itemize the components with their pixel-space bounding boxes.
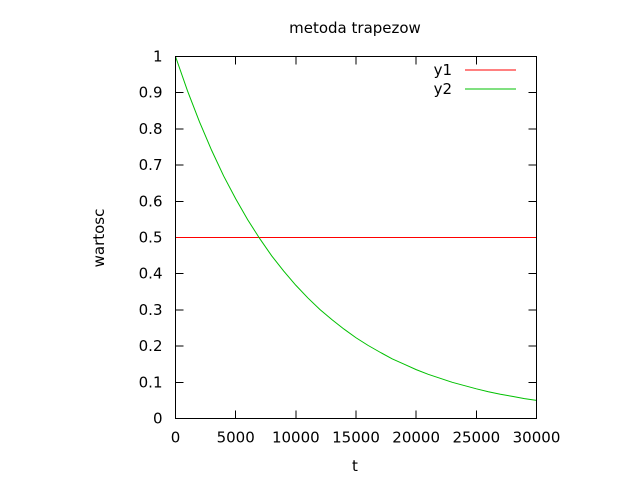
y-tick-label: 0.5: [139, 229, 163, 247]
y-tick-label: 0: [153, 410, 163, 428]
x-tick-label: 20000: [392, 429, 440, 447]
y-tick-label: 0.6: [139, 192, 163, 210]
y-tick-label: 0.7: [139, 156, 163, 174]
x-tick-label: 15000: [332, 429, 380, 447]
y-tick-label: 1: [153, 48, 163, 66]
legend-label-y1: y1: [434, 61, 452, 79]
x-tick-label: 0: [171, 429, 181, 447]
series-line-y2: [175, 56, 537, 401]
plot-border: [175, 56, 537, 419]
y-tick-label: 0.4: [139, 265, 163, 283]
x-tick-label: 10000: [272, 429, 320, 447]
series-layer: [175, 56, 537, 401]
y-tick-label: 0.1: [139, 373, 163, 391]
y-tick-label: 0.8: [139, 120, 163, 138]
chart-title: metoda trapezow: [289, 19, 421, 37]
x-axis-label: t: [352, 457, 358, 475]
legend-label-y2: y2: [434, 80, 452, 98]
y-tick-label: 0.3: [139, 301, 163, 319]
x-tick-label: 30000: [513, 429, 561, 447]
y-tick-label: 0.2: [139, 337, 163, 355]
y-tick-label: 0.9: [139, 84, 163, 102]
x-tick-label: 5000: [217, 429, 255, 447]
y-axis-label: wartosc: [90, 209, 108, 268]
x-tick-label: 25000: [452, 429, 500, 447]
axis-ticks: 0 5000 10000 15000 20000 25000 30000 0 0.1 0.2 0.3…: [139, 48, 561, 447]
